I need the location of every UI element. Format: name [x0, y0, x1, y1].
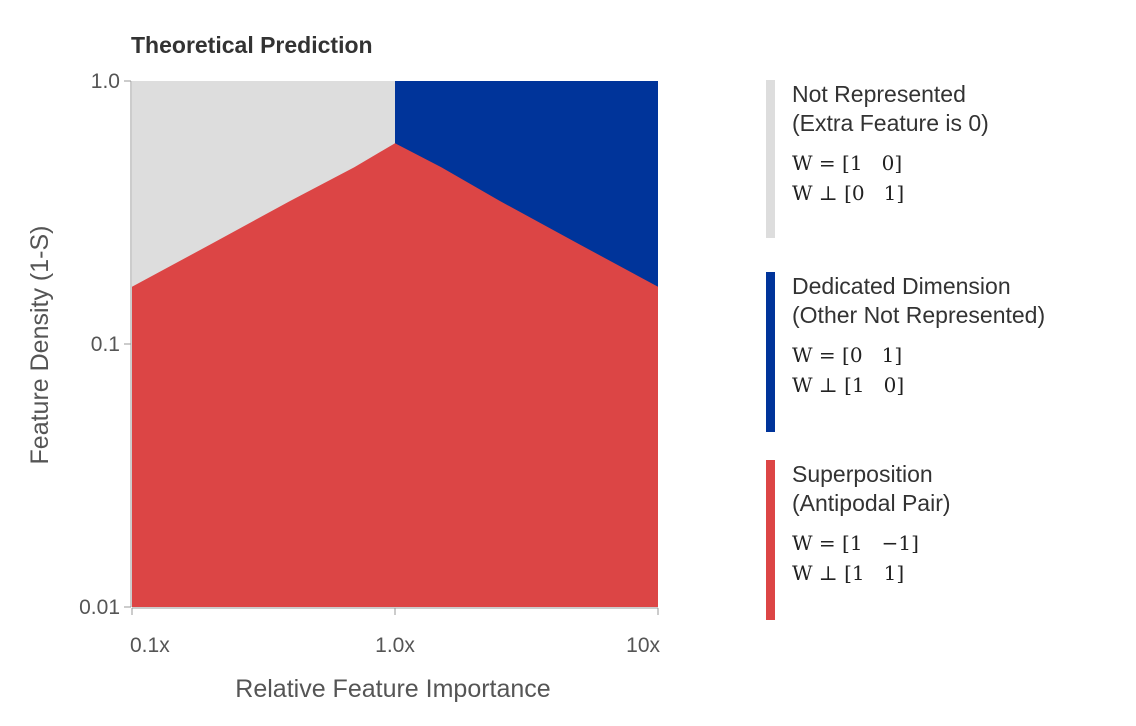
legend-swatch: [766, 460, 775, 620]
plot-regions: [132, 81, 658, 607]
x-ticks: 0.1x 1.0x 10x: [130, 608, 660, 657]
legend-math-wperp: W ⊥ [0 1]: [792, 181, 905, 205]
x-tick-label: 10x: [626, 634, 660, 657]
legend-item-superposition: Superposition (Antipodal Pair) W = [1 −1…: [766, 460, 1136, 620]
legend-name: Dedicated Dimension: [792, 273, 1011, 299]
chart-title: Theoretical Prediction: [131, 32, 373, 58]
x-axis-label: Relative Feature Importance: [235, 675, 550, 703]
legend: Not Represented (Extra Feature is 0) W =…: [766, 80, 1136, 620]
legend-item-not-represented: Not Represented (Extra Feature is 0) W =…: [766, 80, 1136, 238]
legend-math-wperp: W ⊥ [1 1]: [792, 561, 905, 585]
x-tick-label: 1.0x: [375, 634, 415, 657]
y-tick-label: 0.1: [91, 333, 120, 356]
legend-math-w: W = [0 1]: [792, 343, 903, 367]
legend-swatch: [766, 272, 775, 432]
legend-subtitle: (Extra Feature is 0): [792, 110, 989, 136]
legend-math-w: W = [1 0]: [792, 151, 903, 175]
legend-item-dedicated-dimension: Dedicated Dimension (Other Not Represent…: [766, 272, 1136, 432]
region-superposition: [132, 143, 658, 607]
legend-subtitle: (Antipodal Pair): [792, 490, 951, 516]
y-tick-label: 1.0: [91, 70, 120, 93]
legend-math-wperp: W ⊥ [1 0]: [792, 373, 905, 397]
y-ticks: 1.0 0.1 0.01: [79, 70, 131, 619]
legend-name: Superposition: [792, 461, 933, 487]
legend-subtitle: (Other Not Represented): [792, 302, 1046, 328]
y-axis-label: Feature Density (1-S): [26, 226, 54, 465]
legend-swatch: [766, 80, 775, 238]
y-tick-label: 0.01: [79, 596, 120, 619]
x-tick-label: 0.1x: [130, 634, 170, 657]
axes: 1.0 0.1 0.01 0.1x 1.0x 10x: [79, 70, 660, 657]
legend-math-w: W = [1 −1]: [792, 531, 919, 555]
legend-name: Not Represented: [792, 81, 966, 107]
